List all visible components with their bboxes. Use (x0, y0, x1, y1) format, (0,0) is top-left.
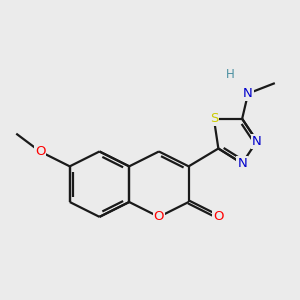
Text: H: H (226, 68, 235, 81)
Text: N: N (252, 135, 262, 148)
Text: S: S (210, 112, 218, 125)
Text: O: O (154, 210, 164, 224)
Text: O: O (213, 210, 224, 224)
Text: N: N (243, 87, 253, 100)
Text: N: N (237, 157, 247, 170)
Text: O: O (35, 145, 45, 158)
